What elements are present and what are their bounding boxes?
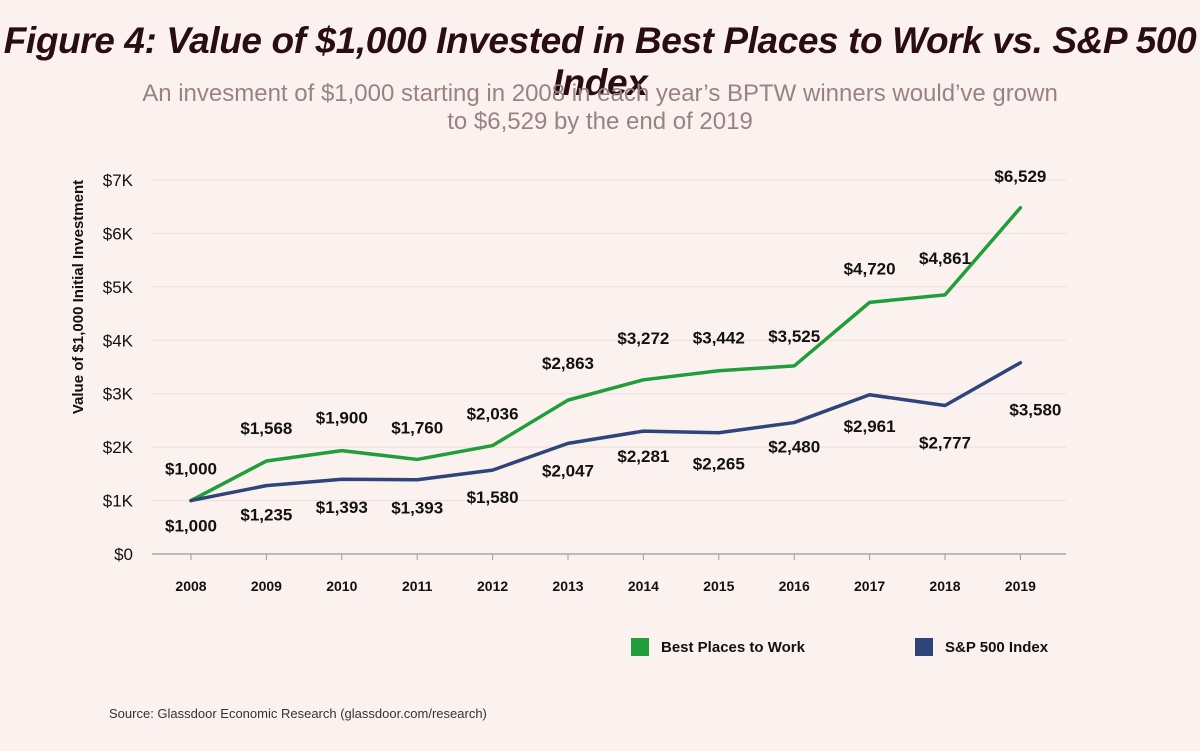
legend-label-bptw: Best Places to Work — [661, 638, 805, 656]
data-label-sp500: $1,000 — [165, 517, 217, 536]
data-label-sp500: $1,580 — [467, 488, 519, 507]
data-label-sp500: $2,480 — [768, 438, 820, 457]
legend-swatch-bptw — [631, 638, 649, 656]
y-axis-ticks: $0 $1K $2K $3K $4K $5K $6K $7K — [103, 171, 134, 564]
y-tick-label: $2K — [103, 438, 134, 457]
data-label-bptw: $2,863 — [542, 354, 594, 373]
x-tick-label: 2018 — [929, 578, 960, 594]
legend-label-sp500: S&P 500 Index — [945, 638, 1049, 656]
data-label-sp500: $2,777 — [919, 433, 971, 452]
data-label-bptw: $3,272 — [617, 329, 669, 348]
gridlines — [152, 179, 1066, 502]
x-tick-label: 2014 — [628, 578, 659, 594]
series-lines — [189, 206, 1023, 503]
chart-title: Figure 4: Value of $1,000 Invested in Be… — [3, 20, 1197, 103]
x-tick-label: 2010 — [326, 578, 357, 594]
series-line-sp500 — [189, 360, 1023, 503]
data-label-sp500: $1,393 — [316, 498, 368, 517]
data-labels: $1,000 $1,568 $1,900 $1,760 $2,036 $2,863 $3,2… — [165, 167, 1061, 536]
data-label-bptw: $6,529 — [994, 167, 1046, 186]
data-label-bptw: $3,442 — [693, 329, 745, 348]
x-tick-label: 2017 — [854, 578, 885, 594]
y-tick-label: $1K — [103, 492, 134, 511]
data-label-bptw: $4,861 — [919, 249, 971, 268]
x-tick-label: 2019 — [1005, 578, 1036, 594]
x-tick-label: 2012 — [477, 578, 508, 594]
y-tick-label: $0 — [114, 545, 133, 564]
y-tick-label: $4K — [103, 331, 134, 350]
data-label-bptw: $1,000 — [165, 460, 217, 479]
x-tick-label: 2016 — [779, 578, 810, 594]
legend-item-bptw: Best Places to Work — [631, 634, 805, 660]
data-label-sp500: $2,961 — [844, 417, 896, 436]
subtitle-line-2: to $6,529 by the end of 2019 — [447, 108, 753, 135]
x-tick-label: 2015 — [703, 578, 734, 594]
x-tick-label: 2013 — [552, 578, 583, 594]
data-label-sp500: $1,235 — [240, 506, 292, 525]
data-label-sp500: $2,047 — [542, 461, 594, 480]
y-tick-label: $6K — [103, 224, 134, 243]
data-label-bptw: $4,720 — [844, 259, 896, 278]
data-label-bptw: $3,525 — [768, 327, 820, 346]
legend-swatch-sp500 — [915, 638, 933, 656]
subtitle-line-1: An invesment of $1,000 starting in 2008 … — [142, 80, 1058, 107]
y-axis-label: Value of $1,000 Initial Investment — [70, 180, 87, 414]
x-tick-label: 2009 — [251, 578, 282, 594]
data-label-bptw: $1,900 — [316, 409, 368, 428]
data-label-bptw: $1,568 — [240, 419, 292, 438]
legend-item-sp500: S&P 500 Index — [915, 634, 1048, 660]
chart-subtitle: An invesment of $1,000 starting in 2008 … — [100, 80, 1100, 136]
source-note: Source: Glassdoor Economic Research (gla… — [109, 706, 487, 721]
data-label-bptw: $1,760 — [391, 418, 443, 437]
series-line-bptw — [189, 206, 1023, 503]
y-tick-label: $5K — [103, 278, 134, 297]
y-tick-label: $7K — [103, 171, 134, 190]
data-label-sp500: $3,580 — [1009, 401, 1061, 420]
x-axis-ticks: 2008 2009 2010 2011 2012 2013 2014 2015 2016 2017… — [175, 554, 1036, 594]
data-label-sp500: $2,265 — [693, 455, 745, 474]
data-label-sp500: $2,281 — [617, 447, 669, 466]
data-label-sp500: $1,393 — [391, 499, 443, 518]
x-tick-label: 2008 — [175, 578, 206, 594]
data-label-bptw: $2,036 — [467, 405, 519, 424]
x-tick-label: 2011 — [402, 578, 433, 594]
y-tick-label: $3K — [103, 385, 134, 404]
